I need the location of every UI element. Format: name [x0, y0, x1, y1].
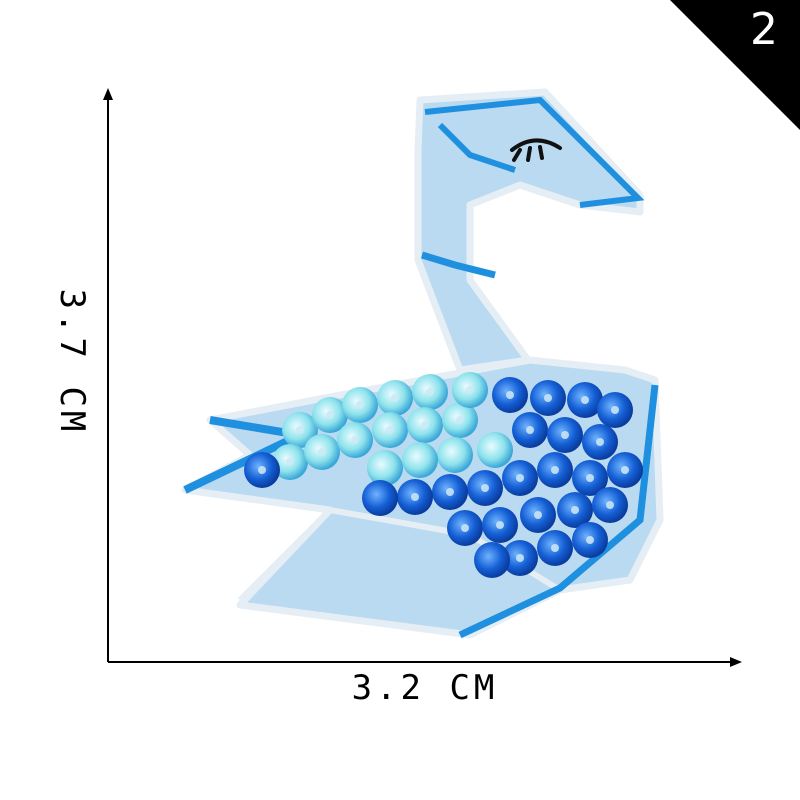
- swan-head-fold: [437, 122, 516, 173]
- swan-eye-icon: [510, 138, 562, 162]
- swan-neck-fold: [420, 251, 496, 279]
- swan-head-stitch: [424, 96, 645, 208]
- width-axis-arrow-icon: [730, 657, 742, 667]
- corner-badge: [670, 0, 800, 130]
- height-axis-arrow-icon: [103, 88, 113, 100]
- width-dimension-label: 3.2 CM: [351, 668, 499, 708]
- sequin-holes: [258, 386, 629, 562]
- height-dimension-label: 3.7 CM: [52, 288, 92, 436]
- swan-neck: [414, 88, 644, 374]
- badge-number: 2: [750, 4, 778, 55]
